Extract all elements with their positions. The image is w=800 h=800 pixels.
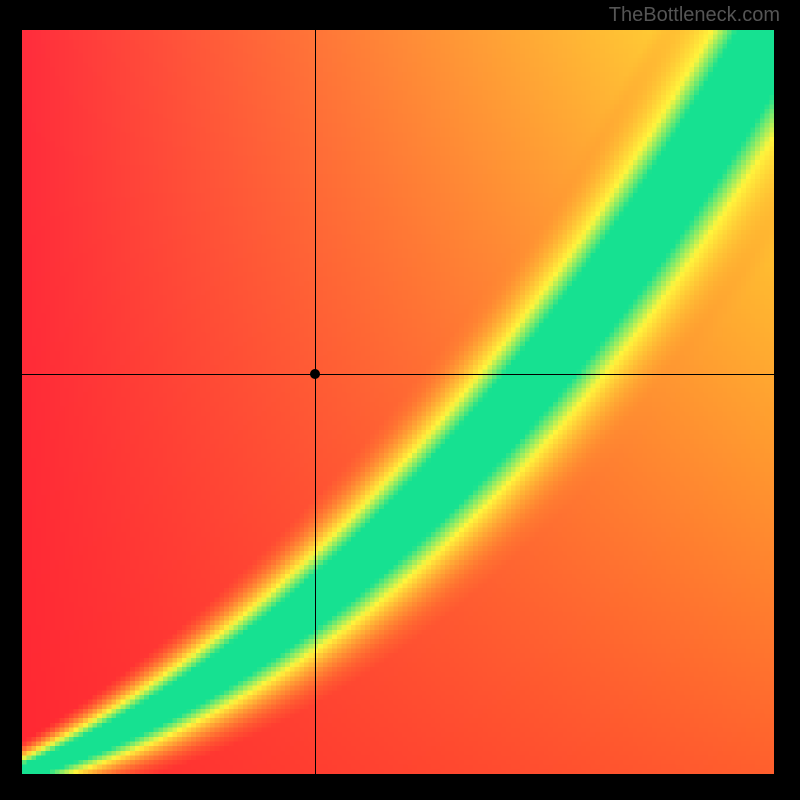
chart-container: TheBottleneck.com: [0, 0, 800, 800]
crosshair-horizontal: [22, 374, 774, 375]
marker-dot: [310, 369, 320, 379]
crosshair-vertical: [315, 30, 316, 774]
heatmap-canvas: [22, 30, 774, 774]
watermark-text: TheBottleneck.com: [609, 4, 780, 27]
heatmap-plot: [22, 30, 774, 774]
